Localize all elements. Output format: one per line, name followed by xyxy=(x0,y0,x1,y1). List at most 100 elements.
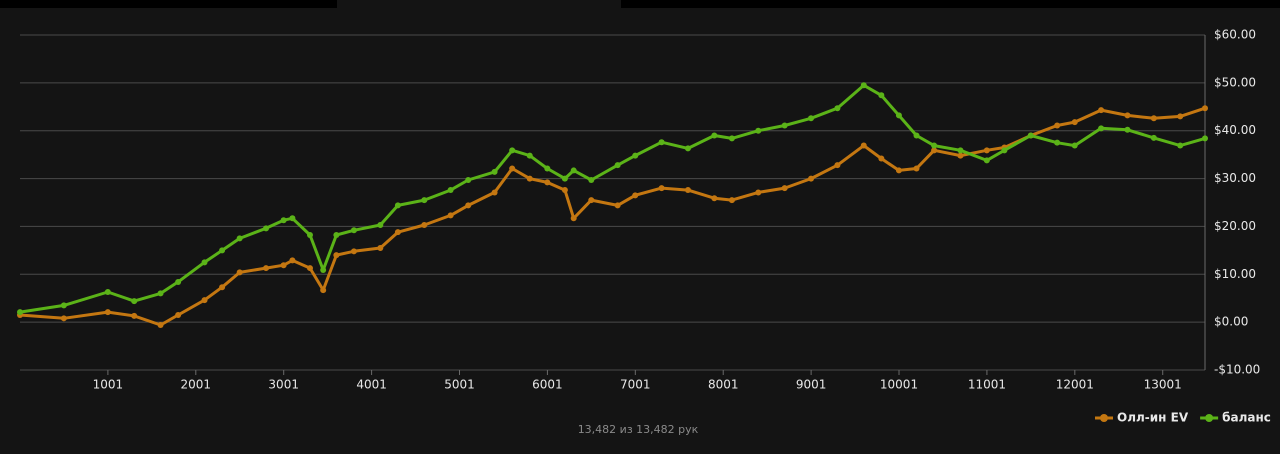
point xyxy=(1098,107,1105,114)
point xyxy=(394,229,401,236)
point xyxy=(306,265,313,272)
point xyxy=(614,202,621,209)
y-tick-label: $20.00 xyxy=(1214,219,1256,233)
y-tick-label: $60.00 xyxy=(1214,28,1256,42)
y-tick-label: $40.00 xyxy=(1214,123,1256,137)
point xyxy=(544,179,551,186)
point xyxy=(320,287,327,294)
point xyxy=(263,265,270,272)
point xyxy=(1071,119,1078,126)
point xyxy=(219,284,226,291)
point xyxy=(588,197,595,204)
point xyxy=(1150,134,1157,141)
point xyxy=(1001,147,1008,154)
point xyxy=(131,312,138,319)
point xyxy=(1027,132,1034,139)
x-tick-label: 1001 xyxy=(93,378,124,392)
point xyxy=(895,167,902,174)
point xyxy=(561,175,568,182)
x-tick-label: 12001 xyxy=(1056,378,1094,392)
point xyxy=(333,252,340,259)
point xyxy=(465,202,472,209)
point xyxy=(157,290,164,297)
point xyxy=(526,152,533,159)
point xyxy=(1202,105,1208,112)
point xyxy=(860,142,867,149)
point xyxy=(983,147,990,154)
x-tick-label: 8001 xyxy=(708,378,739,392)
point xyxy=(834,105,841,112)
point xyxy=(60,302,67,309)
point xyxy=(280,262,287,269)
x-tick-label: 9001 xyxy=(796,378,827,392)
point xyxy=(1124,126,1131,133)
point xyxy=(201,259,208,266)
point xyxy=(957,152,964,159)
point xyxy=(711,132,718,139)
point xyxy=(447,187,454,194)
point xyxy=(658,185,665,192)
point xyxy=(913,132,920,139)
point xyxy=(658,139,665,146)
point xyxy=(1071,142,1078,149)
point xyxy=(544,165,551,172)
point xyxy=(526,175,533,182)
point xyxy=(834,162,841,169)
point xyxy=(421,197,428,204)
point xyxy=(306,232,313,239)
point xyxy=(561,187,568,194)
point xyxy=(781,185,788,192)
point xyxy=(1177,113,1184,120)
point xyxy=(219,247,226,254)
point xyxy=(201,297,208,304)
series-line xyxy=(19,83,1206,314)
point xyxy=(350,248,357,255)
point xyxy=(104,309,111,316)
x-tick-label: 5001 xyxy=(444,378,475,392)
point xyxy=(320,266,327,273)
point xyxy=(157,322,164,329)
point xyxy=(175,311,182,318)
point xyxy=(1124,112,1131,119)
point xyxy=(17,309,23,316)
x-tick-label: 10001 xyxy=(880,378,918,392)
point xyxy=(289,215,296,222)
point xyxy=(895,112,902,119)
point xyxy=(491,168,498,175)
legend-label: баланс xyxy=(1222,411,1271,425)
point xyxy=(878,155,885,162)
point xyxy=(632,192,639,199)
point xyxy=(350,227,357,234)
y-tick-label: -$10.00 xyxy=(1214,363,1260,377)
point xyxy=(913,165,920,172)
point xyxy=(755,189,762,196)
point xyxy=(808,115,815,122)
point xyxy=(983,157,990,164)
point xyxy=(377,244,384,251)
point xyxy=(104,288,111,295)
point xyxy=(280,217,287,224)
point xyxy=(465,177,472,184)
y-tick-label: $10.00 xyxy=(1214,267,1256,281)
point xyxy=(131,298,138,305)
point xyxy=(728,197,735,204)
point xyxy=(632,152,639,159)
point xyxy=(684,187,691,194)
x-tick-label: 13001 xyxy=(1144,378,1182,392)
point xyxy=(263,225,270,232)
x-tick-label: 6001 xyxy=(532,378,563,392)
point xyxy=(808,175,815,182)
point xyxy=(1054,139,1061,146)
x-tick-label: 11001 xyxy=(968,378,1006,392)
point xyxy=(509,165,516,172)
point xyxy=(931,147,938,154)
point xyxy=(421,221,428,228)
legend-label: Олл-ин EV xyxy=(1117,411,1189,425)
top-bar xyxy=(0,0,337,8)
point xyxy=(755,127,762,134)
x-tick-label: 3001 xyxy=(268,378,299,392)
point xyxy=(588,177,595,184)
point xyxy=(1054,122,1061,129)
x-tick-label: 2001 xyxy=(181,378,212,392)
